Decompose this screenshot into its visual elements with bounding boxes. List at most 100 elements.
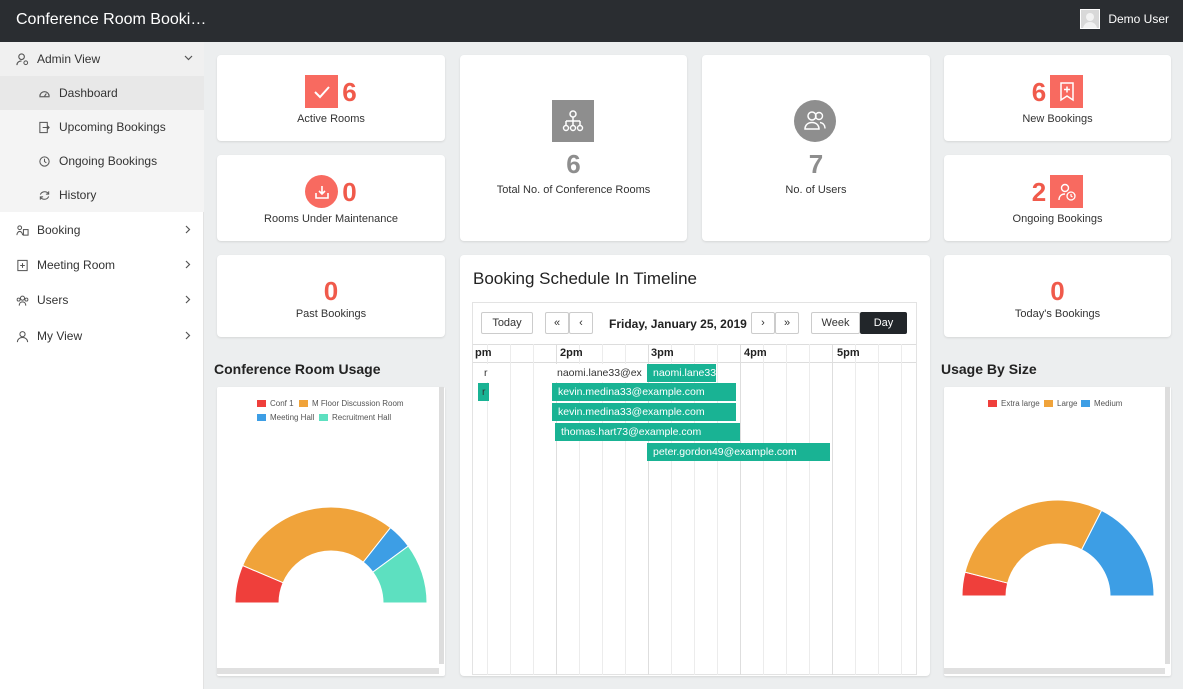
grid-line — [671, 344, 672, 675]
refresh-icon — [37, 188, 51, 202]
ongoing-bookings-card[interactable]: 2 Ongoing Bookings — [944, 155, 1171, 241]
app-title[interactable]: Conference Room Booki… — [16, 11, 207, 28]
donut-segment[interactable] — [241, 506, 392, 584]
grid-line — [487, 344, 488, 675]
today-button[interactable]: Today — [481, 312, 533, 334]
chevron-right-icon — [182, 258, 194, 270]
past-bookings-label: Past Bookings — [295, 308, 367, 320]
past-bookings-card[interactable]: 0 Past Bookings — [217, 255, 445, 337]
donut-segment[interactable] — [964, 499, 1103, 584]
day-view-button[interactable]: Day — [860, 312, 907, 334]
users-card[interactable]: 7 No. of Users — [702, 55, 930, 241]
grid-line — [786, 344, 787, 675]
grid-line — [832, 344, 833, 675]
maintenance-card[interactable]: 0 Rooms Under Maintenance — [217, 155, 445, 241]
booking-event[interactable]: kevin.medina33@example.com — [552, 383, 736, 401]
user-menu[interactable]: Demo User — [1080, 9, 1169, 29]
legend-item[interactable]: Extra large — [988, 399, 1040, 408]
hour-label: 3pm — [651, 347, 674, 359]
sidebar-item-label: My View — [37, 329, 83, 343]
legend-item[interactable]: Medium — [1081, 399, 1122, 408]
next-next-button[interactable]: » — [775, 312, 799, 334]
grid-line — [855, 344, 856, 675]
chart-scrollbar-horizontal[interactable] — [217, 668, 439, 674]
usage-size-donut-chart — [961, 499, 1155, 597]
chart-scrollbar[interactable] — [1165, 387, 1170, 664]
prev-prev-button[interactable]: « — [545, 312, 569, 334]
sidebar-item-label: Booking — [37, 223, 81, 237]
check-icon — [305, 75, 339, 108]
total-rooms-label: Total No. of Conference Rooms — [496, 184, 651, 196]
usage-size-chart-card: Extra large Large Medium — [944, 387, 1171, 676]
week-view-button[interactable]: Week — [811, 312, 860, 334]
grid-line — [533, 344, 534, 675]
active-rooms-card[interactable]: 6 Active Rooms — [217, 55, 445, 141]
avatar[interactable] — [1080, 9, 1101, 29]
total-rooms-card[interactable]: 6 Total No. of Conference Rooms — [460, 55, 687, 241]
chevron-right-icon — [182, 223, 194, 235]
legend-item[interactable]: Large — [1044, 399, 1077, 408]
booking-event[interactable]: naomi.lane33@ex — [551, 364, 646, 382]
legend-item[interactable]: Meeting Hall — [257, 413, 314, 422]
donut-segment[interactable] — [1080, 509, 1155, 597]
booking-event[interactable]: kevin.medina33@example.com — [552, 403, 736, 421]
legend-label: M Floor Discussion Room — [312, 399, 404, 408]
prev-button[interactable]: ‹ — [569, 312, 593, 334]
booking-event[interactable]: r — [479, 364, 489, 382]
sidebar-item-admin-view[interactable]: Admin View — [0, 42, 204, 76]
next-button[interactable]: › — [751, 312, 775, 334]
chevron-right-icon — [182, 293, 194, 305]
hour-label: pm — [475, 347, 492, 359]
usage-title: Conference Room Usage — [214, 361, 381, 377]
grid-line — [510, 344, 511, 675]
ongoing-bookings-value: 2 — [1031, 176, 1047, 207]
sidebar-item-label: Upcoming Bookings — [59, 120, 166, 134]
legend-item[interactable]: Conf 1 — [257, 399, 294, 408]
grid-line — [809, 344, 810, 675]
sidebar-item-meeting-room[interactable]: Meeting Room — [0, 248, 204, 282]
booking-event[interactable]: peter.gordon49@example.com — [647, 443, 830, 461]
legend-item[interactable]: Recruitment Hall — [319, 413, 391, 422]
chevron-down-icon — [182, 52, 194, 64]
users-label: No. of Users — [785, 184, 847, 196]
sidebar-item-booking[interactable]: Booking — [0, 213, 204, 247]
past-bookings-value: 0 — [323, 276, 339, 306]
sidebar-item-history[interactable]: History — [0, 178, 204, 212]
grid-line — [901, 344, 902, 675]
user-clock-icon — [1050, 175, 1084, 208]
chart-scrollbar-horizontal[interactable] — [944, 668, 1165, 674]
sidebar-item-dashboard[interactable]: Dashboard — [0, 76, 204, 110]
booking-event[interactable]: thomas.hart73@example.com — [555, 423, 740, 441]
hour-label: 4pm — [744, 347, 767, 359]
ongoing-bookings-stat: 2 — [944, 175, 1171, 208]
dashboard-icon — [37, 86, 51, 100]
todays-bookings-value: 0 — [1050, 276, 1065, 306]
booking-icon — [15, 223, 29, 237]
hour-label: 2pm — [560, 347, 583, 359]
chevron-right-icon — [182, 329, 194, 341]
donut-segment[interactable] — [372, 545, 428, 604]
booking-event[interactable]: r — [478, 383, 489, 401]
legend-item[interactable]: M Floor Discussion Room — [299, 399, 404, 408]
new-bookings-card[interactable]: 6 New Bookings — [944, 55, 1171, 141]
legend-swatch — [1081, 400, 1090, 407]
todays-bookings-card[interactable]: 0 Today's Bookings — [944, 255, 1171, 337]
user-name[interactable]: Demo User — [1108, 12, 1169, 26]
sidebar-item-ongoing-bookings[interactable]: Ongoing Bookings — [0, 144, 204, 178]
grid-line — [648, 344, 649, 675]
booking-event[interactable]: naomi.lane33 — [647, 364, 716, 382]
sidebar-item-upcoming-bookings[interactable]: Upcoming Bookings — [0, 110, 204, 144]
sidebar-item-my-view[interactable]: My View — [0, 319, 204, 353]
bookmark-plus-icon — [1050, 75, 1084, 108]
past-bookings-stat: 0 — [217, 278, 445, 304]
ongoing-bookings-label: Ongoing Bookings — [1012, 213, 1103, 225]
hour-label: 5pm — [837, 347, 860, 359]
sidebar-item-users[interactable]: Users — [0, 283, 204, 317]
clock-icon — [37, 154, 51, 168]
legend-label: Meeting Hall — [270, 413, 315, 422]
user-cog-icon — [15, 52, 29, 66]
usage-donut-chart — [234, 506, 428, 604]
legend-swatch — [1044, 400, 1053, 407]
chart-scrollbar[interactable] — [439, 387, 444, 664]
legend-swatch — [319, 414, 328, 421]
